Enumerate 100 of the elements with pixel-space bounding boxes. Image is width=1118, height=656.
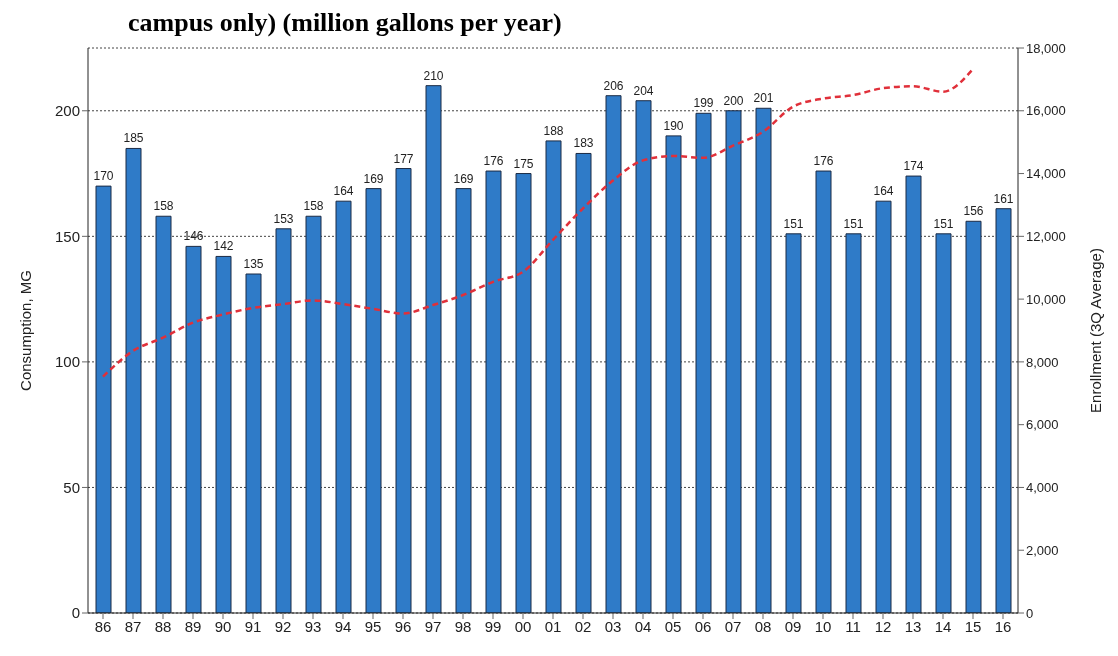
data-label: 190 (663, 118, 684, 133)
x-tick-label: 01 (544, 617, 562, 635)
y2-tick-label: 14,000 (1026, 166, 1066, 182)
bar (185, 245, 202, 613)
bar (245, 273, 262, 613)
bar (995, 208, 1012, 613)
y-tick-label: 200 (54, 102, 80, 120)
x-tick-label: 15 (964, 617, 982, 635)
data-label: 151 (783, 216, 804, 231)
data-label: 170 (93, 169, 114, 184)
bar (215, 255, 232, 613)
x-tick-label: 86 (94, 617, 112, 635)
bar (485, 170, 502, 613)
x-tick-label: 91 (244, 617, 262, 635)
bar (305, 215, 322, 613)
x-tick-label: 95 (364, 617, 382, 635)
data-label: 176 (813, 154, 834, 169)
bar (695, 112, 712, 613)
y2-tick-label: 4,000 (1026, 480, 1059, 496)
x-tick-label: 13 (904, 617, 922, 635)
x-tick-label: 96 (394, 617, 412, 635)
data-label: 200 (723, 93, 744, 108)
bar (755, 107, 772, 613)
bar (845, 233, 862, 613)
y2-tick-label: 0 (1026, 605, 1034, 621)
bar (635, 100, 652, 613)
x-tick-label: 98 (454, 617, 472, 635)
data-label: 151 (933, 216, 954, 231)
x-tick-label: 16 (994, 617, 1012, 635)
x-tick-label: 90 (214, 617, 232, 635)
bar (965, 220, 982, 613)
data-label: 176 (483, 154, 504, 169)
bar (665, 135, 682, 613)
x-tick-label: 93 (304, 617, 322, 635)
data-label: 188 (543, 123, 564, 138)
bar (875, 200, 892, 613)
bar (455, 188, 472, 613)
x-tick-label: 03 (604, 617, 622, 635)
bar (275, 228, 292, 613)
data-label: 153 (273, 211, 294, 226)
bar (905, 175, 922, 613)
x-tick-label: 02 (574, 617, 592, 635)
bar (395, 168, 412, 613)
bar (575, 152, 592, 613)
chart-title: campus only) (million gallons per year) (127, 8, 563, 38)
x-tick-label: 11 (845, 617, 861, 635)
x-tick-label: 10 (814, 617, 832, 635)
data-label: 164 (873, 184, 894, 199)
y-axis-title: Consumption, MG (17, 270, 35, 391)
data-label: 146 (183, 229, 204, 244)
data-label: 185 (123, 131, 144, 146)
x-tick-label: 04 (634, 617, 652, 635)
bar (515, 173, 532, 613)
x-tick-label: 12 (874, 617, 892, 635)
bar (425, 85, 442, 613)
x-tick-label: 87 (124, 617, 142, 635)
y-tick-label: 50 (63, 478, 80, 496)
bar (155, 215, 172, 613)
x-tick-label: 00 (514, 617, 532, 635)
data-label: 151 (843, 216, 864, 231)
bar (935, 233, 952, 613)
y2-tick-label: 12,000 (1026, 228, 1066, 244)
bar (125, 147, 142, 613)
x-tick-label: 97 (424, 617, 442, 635)
x-tick-label: 92 (274, 617, 292, 635)
data-label: 210 (423, 68, 444, 83)
y2-tick-label: 8,000 (1026, 354, 1059, 370)
y2-tick-label: 16,000 (1026, 103, 1066, 119)
data-label: 204 (633, 83, 654, 98)
y-tick-label: 0 (71, 604, 80, 622)
data-label: 175 (513, 156, 534, 171)
data-label: 158 (303, 199, 324, 214)
y2-tick-label: 10,000 (1026, 291, 1066, 307)
x-tick-label: 05 (664, 617, 682, 635)
bar (785, 233, 802, 613)
data-label: 169 (453, 171, 474, 186)
y2-tick-label: 18,000 (1026, 40, 1066, 56)
data-label: 135 (243, 257, 264, 271)
x-tick-label: 94 (334, 617, 352, 635)
x-tick-label: 99 (484, 617, 502, 635)
data-label: 169 (363, 171, 384, 186)
data-label: 199 (693, 96, 714, 111)
data-label: 183 (573, 136, 594, 151)
data-label: 177 (393, 151, 414, 166)
y-tick-label: 150 (54, 227, 80, 245)
data-label: 206 (603, 78, 624, 93)
data-label: 156 (963, 204, 984, 219)
x-tick-label: 88 (154, 617, 172, 635)
x-tick-label: 09 (784, 617, 802, 635)
y2-tick-label: 2,000 (1026, 542, 1059, 558)
data-label: 158 (153, 199, 174, 214)
y-tick-label: 100 (54, 353, 80, 371)
bar (815, 170, 832, 613)
x-tick-label: 07 (724, 617, 742, 635)
data-label: 142 (213, 239, 234, 254)
x-tick-label: 06 (694, 617, 712, 635)
bar (605, 95, 622, 613)
bar (95, 185, 112, 613)
bar (365, 188, 382, 613)
data-label: 161 (993, 191, 1014, 206)
